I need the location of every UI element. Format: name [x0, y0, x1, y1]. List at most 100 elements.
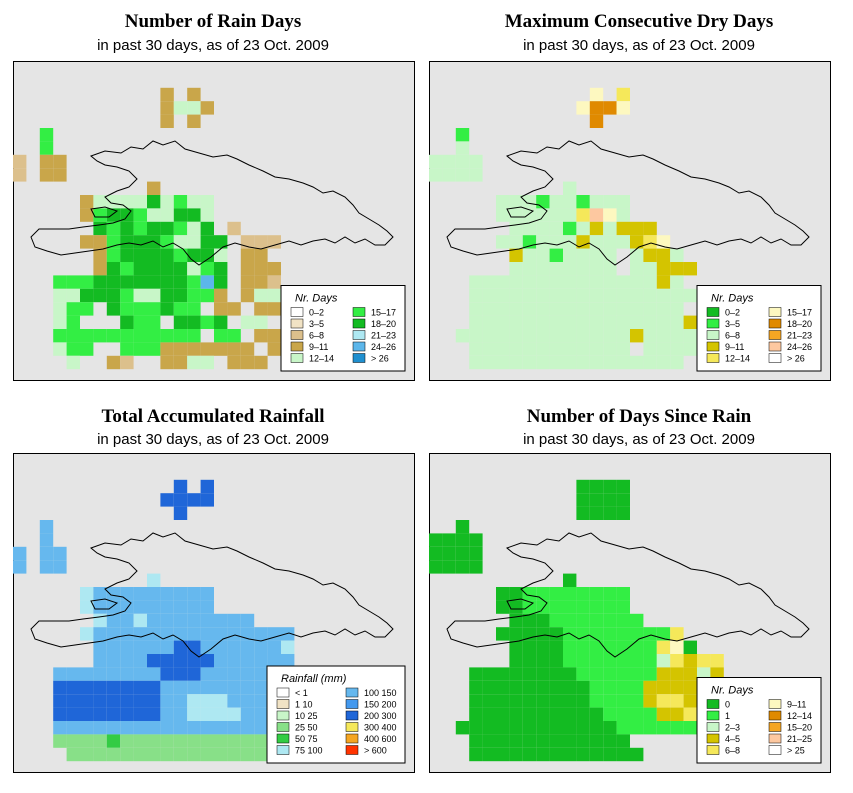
- grid-cell: [187, 355, 201, 370]
- legend-label: 25 50: [295, 723, 318, 733]
- grid-cell: [589, 101, 604, 115]
- grid-cell: [200, 721, 214, 735]
- legend-label: > 26: [371, 354, 389, 364]
- grid-cell: [120, 654, 134, 668]
- grid-cell: [683, 654, 697, 668]
- legend-label: 12–14: [725, 354, 750, 364]
- grid-cell: [630, 315, 644, 329]
- grid-cell: [589, 329, 604, 343]
- grid-cell: [240, 654, 255, 668]
- grid-cell: [147, 342, 161, 356]
- grid-cell: [133, 315, 147, 329]
- coastline: [446, 140, 810, 266]
- grid-cell: [240, 355, 255, 370]
- grid-cell: [603, 600, 617, 614]
- grid-cell: [603, 493, 617, 507]
- grid-cell: [563, 221, 577, 236]
- grid-cell: [496, 627, 510, 641]
- grid-cell: [643, 654, 657, 668]
- grid-cell: [187, 721, 201, 735]
- grid-cell: [643, 262, 657, 276]
- grid-cell: [576, 707, 590, 721]
- grid-cell: [563, 181, 577, 195]
- grid-cell: [66, 355, 80, 370]
- grid-cell: [683, 680, 697, 695]
- grid-cell: [656, 275, 671, 289]
- grid-cell: [603, 734, 617, 748]
- grid-cell: [66, 288, 80, 303]
- grid-cell: [670, 288, 684, 303]
- grid-cell: [482, 329, 496, 343]
- grid-cell: [173, 587, 188, 601]
- grid-cell: [173, 613, 188, 628]
- grid-cell: [616, 680, 630, 695]
- grid-cell: [563, 288, 577, 303]
- grid-cell: [616, 600, 630, 614]
- grid-cell: [643, 707, 657, 721]
- grid-cell: [670, 355, 684, 370]
- grid-cell: [589, 195, 604, 209]
- grid-cell: [93, 627, 107, 641]
- grid-cell: [656, 680, 671, 695]
- grid-cell: [147, 573, 161, 587]
- island-outline: [90, 206, 119, 218]
- legend-swatch: [345, 745, 359, 755]
- grid-cell: [200, 654, 214, 668]
- grid-cell: [482, 315, 496, 329]
- grid-cell: [39, 128, 54, 142]
- grid-cell: [106, 613, 121, 628]
- grid-cell: [200, 195, 214, 209]
- grid-cell: [80, 747, 94, 762]
- grid-cell: [160, 707, 174, 721]
- grid-cell: [173, 208, 188, 222]
- grid-cell: [576, 506, 590, 520]
- grid-cell: [187, 493, 201, 507]
- grid-cell: [160, 493, 174, 507]
- grid-cell: [66, 275, 80, 289]
- grid-cell: [227, 734, 241, 748]
- grid-cell: [576, 342, 590, 356]
- grid-cell: [214, 248, 228, 262]
- grid-cell: [469, 707, 483, 721]
- grid-cell: [549, 613, 563, 628]
- grid-cell: [455, 721, 470, 735]
- grid-cell: [66, 734, 80, 748]
- grid-cells: [429, 87, 711, 370]
- legend-swatch: [706, 745, 720, 755]
- chart-title-consecutive-dry-days: Maximum Consecutive Dry Days: [504, 11, 774, 32]
- grid-cell: [643, 355, 657, 370]
- grid-cell: [536, 721, 550, 735]
- grid-cell: [53, 707, 67, 721]
- grid-cell: [496, 235, 510, 249]
- grid-cell: [442, 154, 456, 169]
- grid-cell: [147, 613, 161, 628]
- grid-cell: [496, 315, 510, 329]
- legend-label: 15–20: [787, 723, 812, 733]
- grid-cell: [254, 721, 268, 735]
- grid-cell: [549, 248, 563, 262]
- grid-cell: [120, 640, 134, 654]
- legend-label: > 25: [787, 746, 805, 756]
- grid-cell: [214, 315, 228, 329]
- grid-cell: [616, 654, 630, 668]
- grid-cell: [603, 275, 617, 289]
- grid-cell: [227, 613, 241, 628]
- grid-cell: [254, 275, 268, 289]
- grid-cell: [683, 342, 697, 356]
- grid-cell: [442, 168, 456, 182]
- grid-cell: [147, 747, 161, 762]
- grid-cell: [93, 667, 107, 681]
- grid-cell: [227, 654, 241, 668]
- grid-cell: [200, 600, 214, 614]
- grid-cell: [160, 721, 174, 735]
- grid-cell: [39, 533, 54, 547]
- grid-cell: [603, 235, 617, 249]
- grid-cell: [93, 654, 107, 668]
- grid-cell: [536, 627, 550, 641]
- grid-cell: [496, 587, 510, 601]
- grid-cell: [442, 533, 456, 547]
- grid-cell: [549, 667, 563, 681]
- grid-cell: [563, 734, 577, 748]
- grid-cell: [147, 288, 161, 303]
